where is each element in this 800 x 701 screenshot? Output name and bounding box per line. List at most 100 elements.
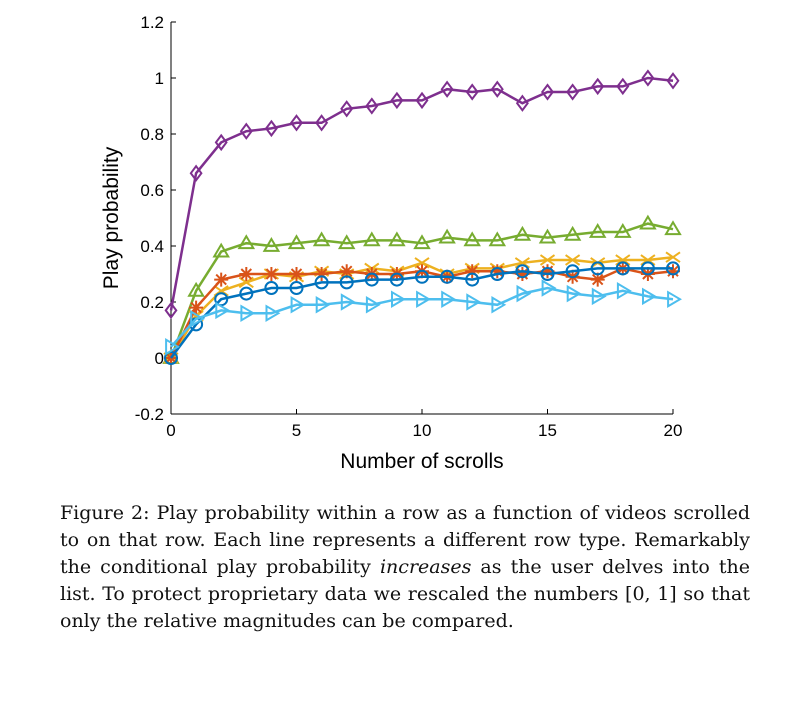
series-5 [164, 261, 680, 365]
data-point [388, 231, 406, 247]
data-point [187, 281, 205, 297]
data-point [463, 231, 481, 247]
data-point [415, 269, 429, 284]
data-point [340, 100, 354, 118]
data-point [640, 261, 655, 276]
data-point [315, 114, 329, 132]
data-point [513, 225, 532, 241]
y-axis-label: Play probability [100, 146, 123, 289]
x-tick-label: 20 [664, 421, 683, 440]
x-axis-label: Number of scrolls [340, 450, 503, 473]
data-point [265, 304, 281, 322]
data-point [264, 281, 279, 295]
x-tick-label: 5 [292, 421, 301, 440]
series-line [169, 267, 673, 359]
data-point [541, 83, 554, 101]
data-point [641, 69, 655, 87]
data-point [389, 272, 404, 287]
y-tick-label: 0 [155, 349, 164, 368]
data-point [666, 261, 680, 276]
data-point [614, 223, 632, 238]
line-chart: 0 5 10 15 20-0.200.20.40.60.811.2 Number of … [100, 13, 683, 473]
data-point [591, 287, 607, 306]
data-point [189, 300, 204, 315]
data-point [490, 264, 505, 279]
data-point [490, 80, 504, 98]
data-point [465, 272, 480, 287]
data-point [190, 310, 206, 328]
data-point [415, 91, 429, 110]
axes: 0 5 10 15 20-0.200.20.40.60.811.2 [135, 13, 683, 440]
data-point [214, 133, 228, 152]
series-2 [162, 214, 682, 364]
data-point [491, 296, 507, 314]
data-point [665, 251, 681, 263]
data-point [438, 228, 456, 244]
data-point [340, 293, 356, 311]
data-point [364, 272, 379, 287]
data-point [215, 301, 231, 320]
y-tick-label: 0.2 [140, 293, 164, 312]
data-point [488, 231, 507, 247]
data-point [262, 237, 281, 252]
caption-emphasis: increases [379, 556, 472, 578]
y-tick-label: 1 [155, 69, 164, 88]
data-point [616, 282, 632, 300]
data-point [189, 164, 203, 182]
data-point [590, 272, 605, 287]
data-point [440, 80, 454, 98]
data-point [339, 264, 354, 279]
series-line [169, 222, 674, 359]
data-point [515, 264, 530, 279]
data-point [239, 267, 254, 281]
data-point [515, 267, 530, 281]
data-point [339, 275, 354, 290]
data-point [664, 220, 682, 236]
data-point [287, 234, 306, 250]
data-point [365, 296, 381, 314]
data-point [391, 290, 406, 308]
data-point [516, 284, 532, 303]
data-point [566, 284, 582, 303]
data-point [237, 234, 256, 250]
data-point [212, 242, 230, 258]
y-tick-label: 0.8 [140, 125, 164, 144]
data-point [490, 267, 505, 281]
data-point [541, 279, 557, 297]
data-point [540, 267, 555, 281]
caption-text-1: Figure 2: Play probability within a row … [60, 502, 750, 578]
data-point [565, 264, 580, 279]
data-point [565, 254, 581, 266]
data-point [289, 281, 304, 295]
data-point [290, 296, 306, 314]
data-point [441, 290, 457, 308]
x-tick-label: 10 [413, 421, 432, 440]
data-point [590, 261, 605, 276]
data-point [465, 83, 479, 101]
data-point [312, 231, 331, 247]
series-1 [164, 69, 680, 320]
data-point [264, 267, 279, 281]
data-point [591, 77, 605, 96]
data-point [164, 301, 178, 320]
data-point [615, 261, 630, 276]
data-point [440, 269, 455, 284]
data-point [515, 94, 529, 112]
data-point [390, 91, 404, 110]
figure-caption: Figure 2: Play probability within a row … [60, 500, 750, 635]
y-tick-label: -0.2 [135, 405, 164, 424]
data-point [563, 225, 582, 241]
data-point [363, 231, 381, 247]
data-point [314, 267, 329, 281]
data-point [165, 338, 180, 356]
data-point [639, 214, 657, 230]
data-point [416, 290, 431, 308]
caption-text-2: as the user delves into the list. To pro… [60, 556, 750, 632]
data-point [566, 83, 580, 101]
data-point [239, 122, 253, 140]
x-tick-label: 15 [538, 421, 557, 440]
series-group [162, 69, 682, 365]
data-point [413, 234, 431, 250]
series-6 [165, 279, 682, 356]
data-point [289, 267, 304, 281]
